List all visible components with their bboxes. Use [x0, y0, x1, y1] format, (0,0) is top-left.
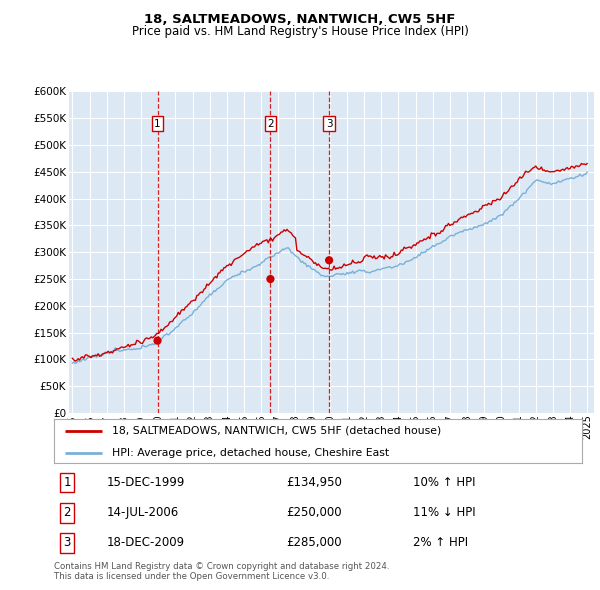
Text: 2: 2 — [267, 119, 274, 129]
Text: 2: 2 — [64, 506, 71, 519]
Text: 18, SALTMEADOWS, NANTWICH, CW5 5HF: 18, SALTMEADOWS, NANTWICH, CW5 5HF — [145, 13, 455, 26]
Text: 14-JUL-2006: 14-JUL-2006 — [107, 506, 179, 519]
Point — [153, 336, 163, 345]
Text: 15-DEC-1999: 15-DEC-1999 — [107, 476, 185, 489]
Text: 1: 1 — [64, 476, 71, 489]
Text: £134,950: £134,950 — [286, 476, 342, 489]
Text: HPI: Average price, detached house, Cheshire East: HPI: Average price, detached house, Ches… — [112, 448, 389, 458]
Text: Contains HM Land Registry data © Crown copyright and database right 2024.: Contains HM Land Registry data © Crown c… — [54, 562, 389, 571]
Text: 3: 3 — [326, 119, 332, 129]
Text: 18-DEC-2009: 18-DEC-2009 — [107, 536, 185, 549]
Text: 10% ↑ HPI: 10% ↑ HPI — [413, 476, 476, 489]
Text: £250,000: £250,000 — [286, 506, 342, 519]
Text: 3: 3 — [64, 536, 71, 549]
Text: Price paid vs. HM Land Registry's House Price Index (HPI): Price paid vs. HM Land Registry's House … — [131, 25, 469, 38]
Point — [266, 274, 275, 284]
Text: 1: 1 — [154, 119, 161, 129]
Text: 11% ↓ HPI: 11% ↓ HPI — [413, 506, 476, 519]
Text: 2% ↑ HPI: 2% ↑ HPI — [413, 536, 468, 549]
Text: 18, SALTMEADOWS, NANTWICH, CW5 5HF (detached house): 18, SALTMEADOWS, NANTWICH, CW5 5HF (deta… — [112, 426, 442, 436]
Point — [324, 255, 334, 265]
Text: £285,000: £285,000 — [286, 536, 342, 549]
Text: This data is licensed under the Open Government Licence v3.0.: This data is licensed under the Open Gov… — [54, 572, 329, 581]
